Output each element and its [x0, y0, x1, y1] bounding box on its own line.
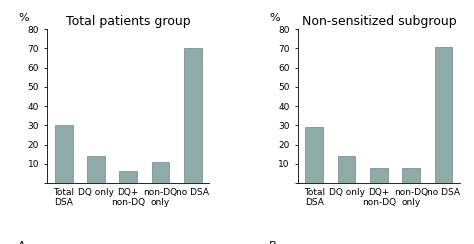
Bar	[87, 156, 105, 183]
Bar	[184, 49, 202, 183]
Text: %: %	[269, 13, 280, 23]
Title: Non-sensitized subgroup: Non-sensitized subgroup	[301, 15, 456, 28]
Bar	[402, 168, 420, 183]
Bar	[119, 172, 137, 183]
Bar	[435, 47, 452, 183]
Bar	[305, 127, 323, 183]
Text: %: %	[18, 13, 29, 23]
Bar	[55, 125, 73, 183]
Bar	[370, 168, 388, 183]
Text: B: B	[269, 241, 276, 244]
Title: Total patients group: Total patients group	[66, 15, 191, 28]
Text: A: A	[18, 241, 26, 244]
Bar	[337, 156, 356, 183]
Bar	[152, 162, 170, 183]
